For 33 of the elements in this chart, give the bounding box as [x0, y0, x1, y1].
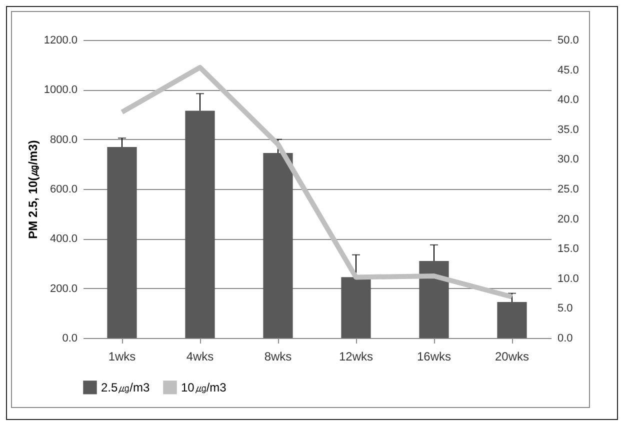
- y2-tick-label: 45.0: [558, 64, 579, 76]
- bar: [419, 261, 449, 338]
- legend-label: 2.5㎍/m3: [101, 380, 150, 394]
- y2-tick-label: 50.0: [558, 34, 579, 46]
- y2-tick-label: 5.0: [558, 302, 573, 315]
- x-tick-label: 1wks: [108, 350, 136, 364]
- x-tick-label: 16wks: [416, 350, 452, 364]
- bar: [263, 152, 293, 338]
- y2-tick-label: 0.0: [558, 332, 573, 344]
- x-tick-label: 8wks: [264, 350, 292, 364]
- x-tick-label: 4wks: [186, 350, 214, 364]
- bar: [497, 302, 527, 338]
- y-tick-label: 0.0: [62, 332, 78, 344]
- y2-tick-label: 30.0: [558, 154, 579, 166]
- y2-tick-label: 25.0: [558, 184, 579, 196]
- bar: [185, 110, 215, 338]
- y-axis-title: PM 2.5, 10(㎍/m3): [26, 140, 40, 239]
- y2-tick-label: 10.0: [558, 272, 579, 285]
- bar: [341, 277, 371, 338]
- y-tick-label: 400.0: [50, 233, 78, 246]
- y2-tick-label: 40.0: [558, 94, 579, 106]
- y-tick-label: 600.0: [50, 184, 78, 196]
- y-tick-label: 1200.0: [44, 34, 78, 46]
- y-tick-label: 1000.0: [44, 84, 78, 96]
- bar: [107, 147, 137, 338]
- y2-tick-label: 20.0: [558, 213, 579, 226]
- y2-tick-label: 15.0: [558, 243, 579, 256]
- x-tick-label: 20wks: [494, 350, 530, 364]
- y-tick-label: 800.0: [50, 134, 78, 146]
- legend-label: 10㎍/m3: [181, 380, 227, 394]
- x-tick-label: 12wks: [338, 350, 374, 364]
- y2-tick-label: 35.0: [558, 124, 579, 136]
- y-tick-label: 200.0: [50, 282, 78, 295]
